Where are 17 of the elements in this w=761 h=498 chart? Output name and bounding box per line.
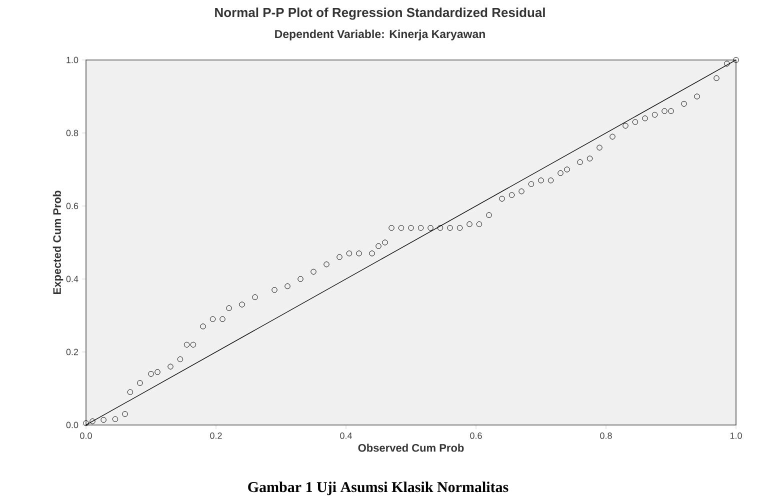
- x-tick-label: 0.4: [340, 432, 352, 439]
- chart-subtitle: Dependent Variable: Kinerja Karyawan: [275, 30, 485, 40]
- y-tick-label: 1.0: [66, 56, 78, 64]
- x-tick-label: 0.8: [600, 432, 612, 439]
- x-tick-label: 0.6: [470, 432, 482, 439]
- y-tick-label: 0.2: [66, 348, 78, 356]
- x-tick-label: 0.2: [210, 432, 222, 439]
- y-axis-title: Expected Cum Prob: [52, 190, 64, 294]
- text: Gambar 1 Uji Asumsi Klasik Normalitas: [248, 482, 508, 496]
- chart-title: Normal P-P Plot of Regression Standardized Residual: [215, 8, 545, 20]
- y-tick-label: 0.8: [66, 130, 78, 136]
- y-tick-label: 0.6: [66, 202, 78, 210]
- x-tick-label: 1.0: [730, 432, 742, 439]
- y-tick-label: 0.4: [66, 276, 78, 282]
- x-tick-label: 0.0: [80, 432, 92, 439]
- x-axis-title: Observed Cum Prob: [358, 444, 464, 452]
- y-tick-label: 0.0: [66, 422, 78, 428]
